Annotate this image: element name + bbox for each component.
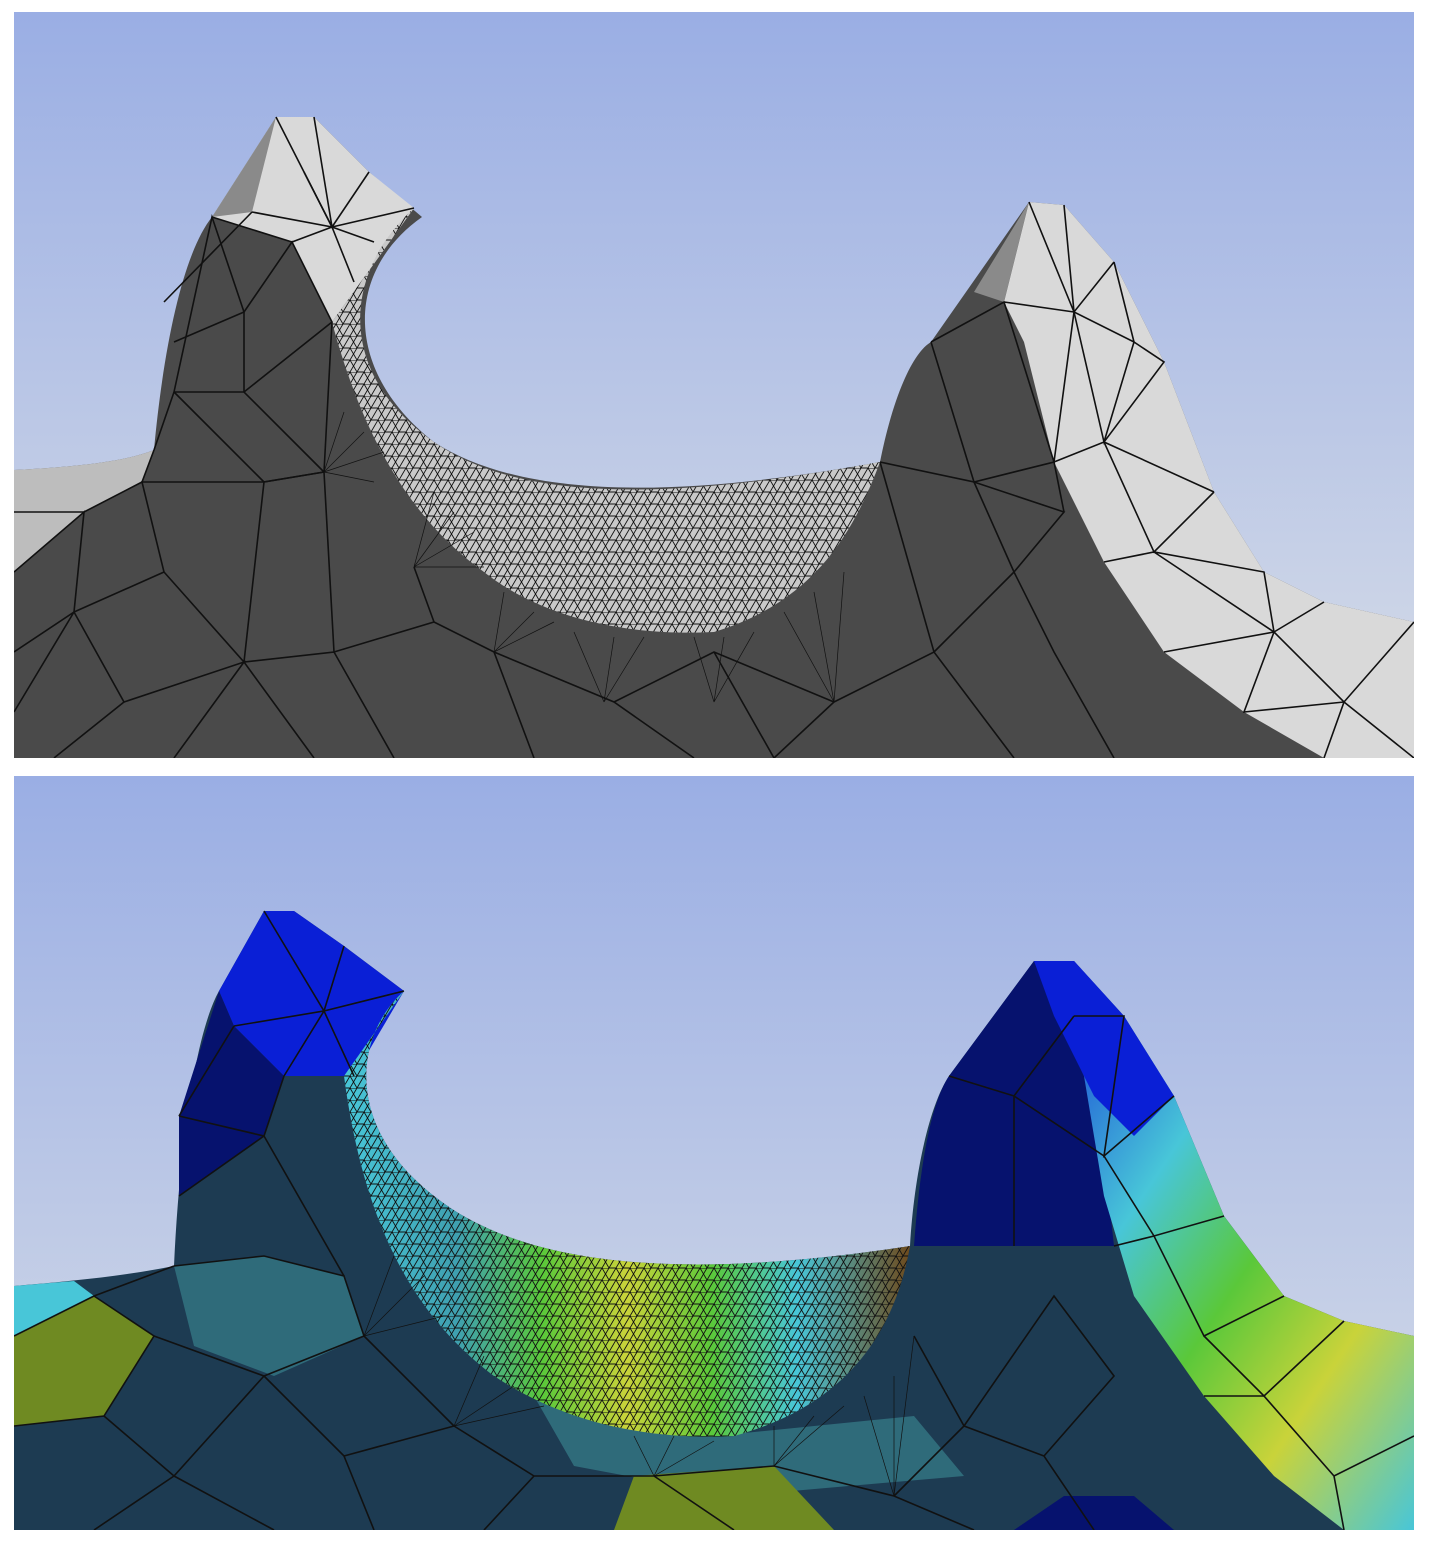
left-tooth-blue-tip: [219, 911, 404, 1076]
contour-view-panel: [14, 776, 1414, 1530]
coarse-mesh-lines: [14, 116, 1414, 758]
base-teal-region: [174, 1256, 964, 1496]
base-cyan-region: [14, 1281, 94, 1336]
transition-fan-lines: [363, 1255, 915, 1497]
right-tooth-blue-tip: [1034, 961, 1174, 1136]
left-tooth-mid-face: [212, 117, 276, 217]
transition-fan-lines: [323, 411, 845, 703]
mesh-view-canvas: [14, 12, 1414, 758]
left-tooth-deep-blue-flank: [179, 991, 284, 1196]
coarse-mesh-lines: [14, 910, 1414, 1530]
right-tooth-light-face: [1004, 202, 1414, 758]
root-fillet-fine-mesh: [332, 208, 880, 633]
base-olive-region: [14, 1296, 834, 1530]
base-deep-blue-region: [1014, 1496, 1174, 1530]
right-tooth-mid-face: [974, 202, 1029, 302]
contour-view-canvas: [14, 776, 1414, 1530]
root-fillet-fine-mesh: [344, 991, 910, 1437]
mesh-view-panel: [14, 12, 1414, 758]
